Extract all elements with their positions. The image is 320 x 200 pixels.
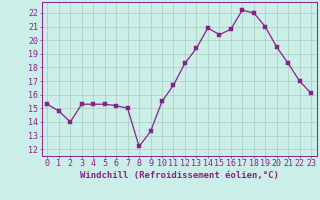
X-axis label: Windchill (Refroidissement éolien,°C): Windchill (Refroidissement éolien,°C): [80, 171, 279, 180]
